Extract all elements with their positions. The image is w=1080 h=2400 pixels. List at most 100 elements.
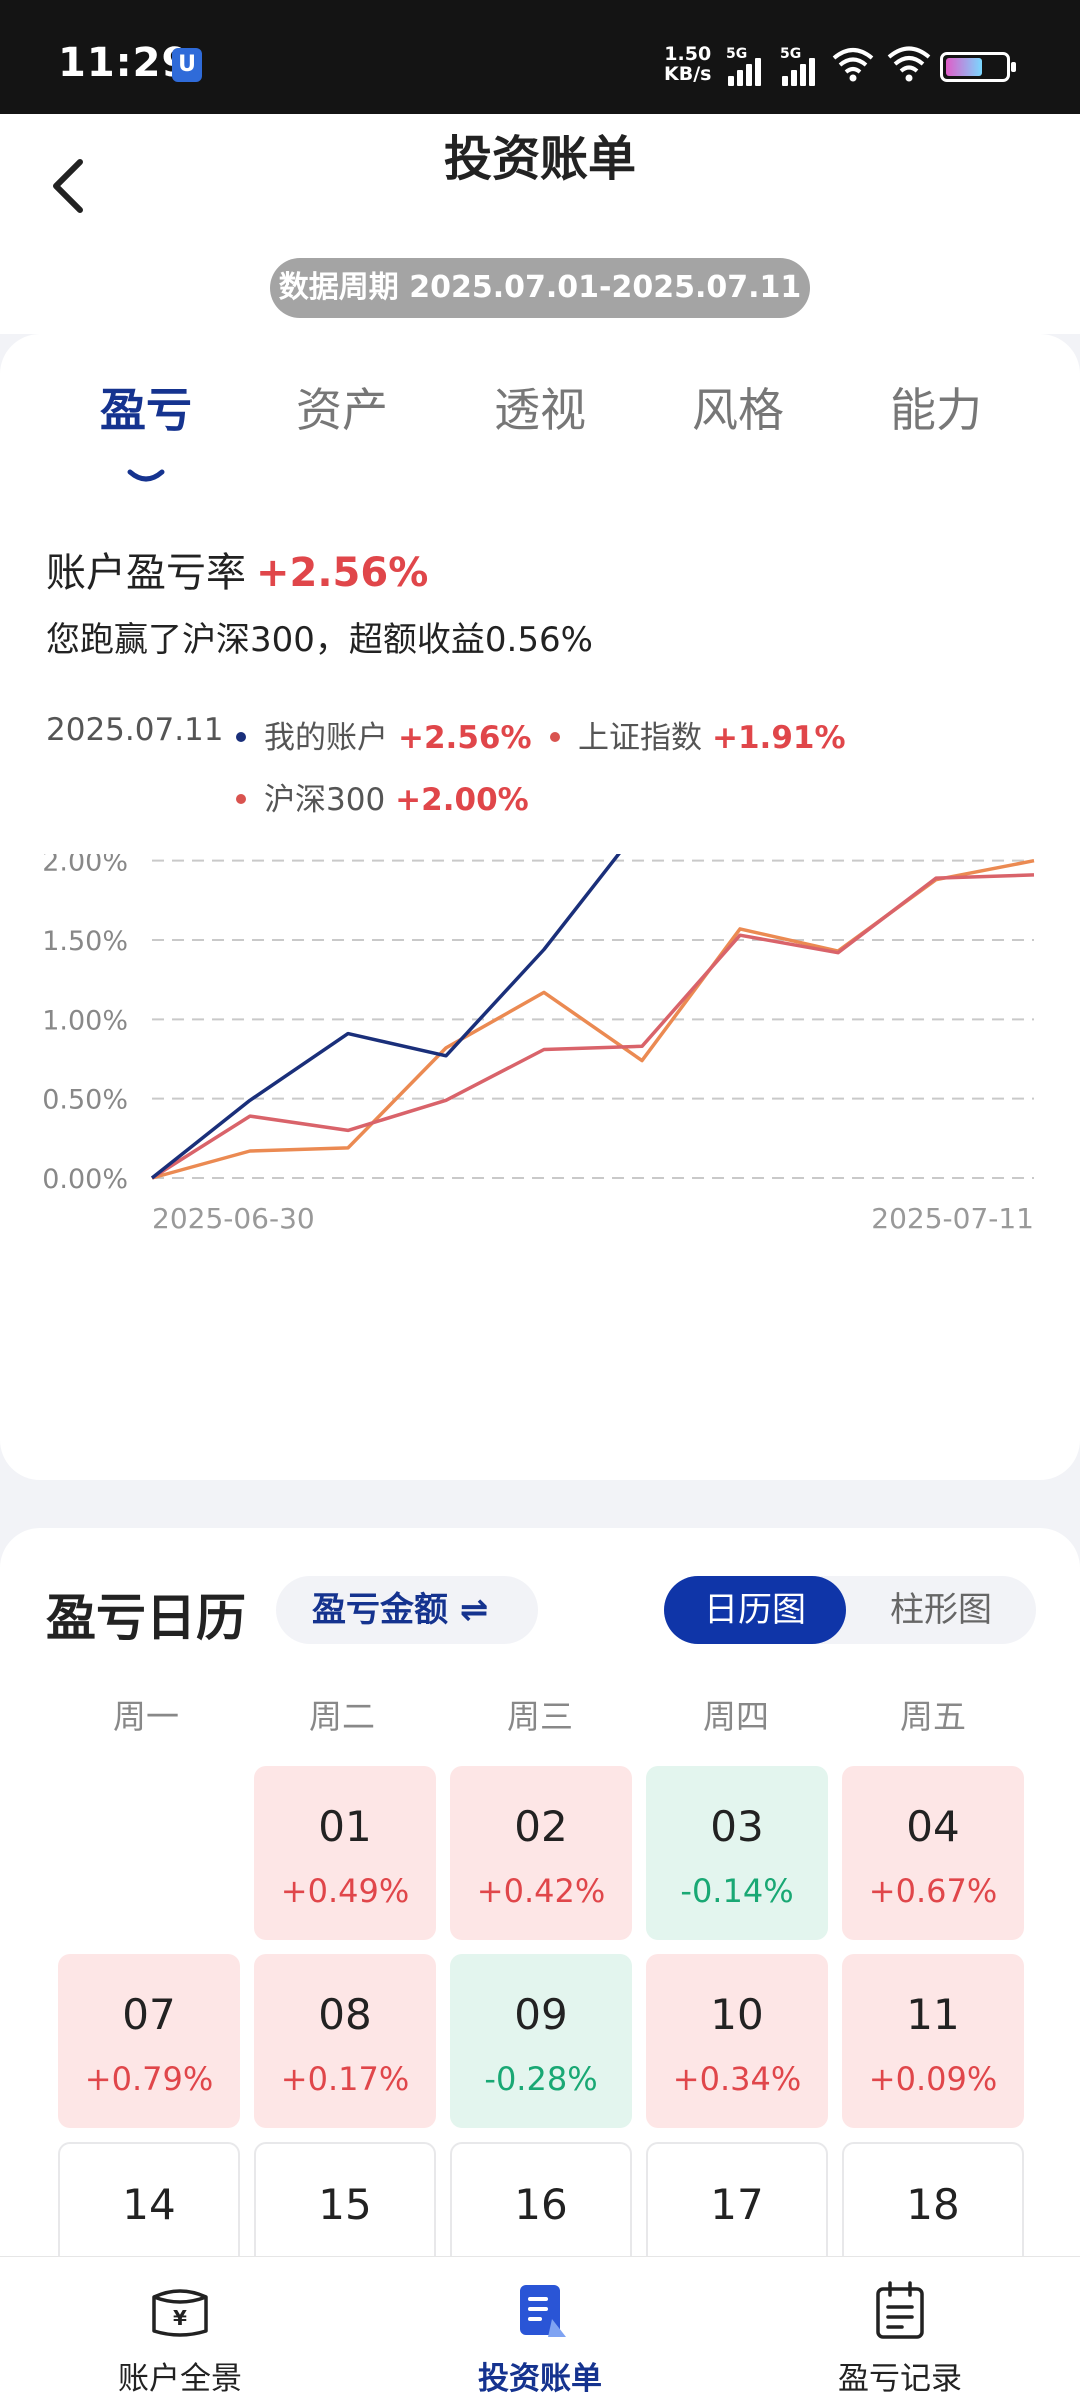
calendar-day-number: 15: [318, 2180, 372, 2229]
weekday-label: 周一: [113, 1697, 179, 1736]
calendar-title: 盈亏日历: [46, 1589, 246, 1647]
legend-value: +2.00%: [395, 782, 529, 818]
sim2-signal-icon: 5G: [780, 46, 826, 86]
calendar-day-number: 16: [514, 2180, 568, 2229]
nav-profit-record[interactable]: 盈亏记录: [750, 2257, 1050, 2400]
legend-value: +2.56%: [398, 720, 532, 756]
profit-rate-value: +2.56%: [256, 550, 429, 596]
profit-rate: 账户盈亏率 +2.56%: [46, 540, 428, 598]
calendar-day-number: 18: [906, 2180, 960, 2229]
nav-label: 投资账单: [478, 2361, 602, 2397]
calendar-day-number: 09: [514, 1990, 568, 2039]
view-calendar-button[interactable]: 日历图: [664, 1576, 846, 1644]
y-tick-label: 1.50%: [42, 926, 128, 957]
y-tick-label: 0.50%: [42, 1085, 128, 1116]
weekday-label: 周二: [309, 1697, 375, 1736]
legend-name: 我的账户: [264, 720, 388, 756]
weekday-label: 周五: [900, 1697, 966, 1736]
status-bar: 11:29 U 1.50 KB/s 5G 5G: [0, 0, 1080, 114]
nav-account-overview[interactable]: ¥ 账户全景: [30, 2257, 330, 2400]
tab-perspective[interactable]: 透视: [494, 383, 586, 437]
calendar-day-cell[interactable]: 11 +0.09%: [842, 1954, 1024, 2128]
calendar-day-number: 11: [906, 1990, 960, 2039]
back-arrow-icon[interactable]: [46, 150, 92, 220]
x-tick-label: 2025-07-11: [871, 1202, 1034, 1235]
profit-rate-label: 账户盈亏率: [46, 550, 246, 596]
calendar-day-cell[interactable]: 07 +0.79%: [58, 1954, 240, 2128]
nav-investment-bill[interactable]: 投资账单: [390, 2257, 690, 2400]
legend-dot-icon: [236, 793, 246, 804]
tab-ability[interactable]: 能力: [890, 383, 982, 437]
network-speed-unit: KB/s: [664, 63, 712, 85]
y-tick-label: 0.00%: [42, 1164, 128, 1195]
calendar-day-number: 01: [318, 1802, 372, 1851]
calendar-day-return: +0.79%: [84, 2060, 214, 2098]
battery-icon: [940, 52, 1016, 82]
metric-toggle-button[interactable]: 盈亏金额 ⇌: [276, 1576, 538, 1644]
calendar-day-return: +0.09%: [868, 2060, 998, 2098]
legend-dot-icon: [236, 731, 246, 742]
tab-profit[interactable]: 盈亏: [100, 383, 192, 437]
tab-bar: 盈亏 资产 透视 风格 能力: [0, 374, 1080, 482]
legend-csi300: 沪深300 +2.00%: [236, 774, 529, 819]
calendar-day-number: 03: [710, 1802, 764, 1851]
legend-dot-icon: [550, 731, 560, 742]
calendar-day-cell[interactable]: 04 +0.67%: [842, 1766, 1024, 1940]
calendar-day-cell[interactable]: 01 +0.49%: [254, 1766, 436, 1940]
calendar-day-cell[interactable]: 08 +0.17%: [254, 1954, 436, 2128]
svg-text:¥: ¥: [173, 2306, 187, 2330]
sim1-signal-icon: 5G: [726, 46, 772, 86]
data-period-badge: 数据周期 2025.07.01-2025.07.11: [270, 258, 810, 318]
benchmark-summary: 您跑赢了沪深300，超额收益0.56%: [46, 620, 593, 660]
profit-calendar-card: 盈亏日历 盈亏金额 ⇌ 日历图 柱形图 周一 周二 周三 周四 周五 01 +0.…: [0, 1528, 1080, 2400]
calendar-day-number: 14: [122, 2180, 176, 2229]
legend-date: 2025.07.11: [46, 712, 224, 748]
calendar-day-number: 10: [710, 1990, 764, 2039]
calendar-day-cell[interactable]: 10 +0.34%: [646, 1954, 828, 2128]
calendar-day-number: 02: [514, 1802, 568, 1851]
tab-style[interactable]: 风格: [692, 383, 784, 437]
page-header: 投资账单 数据周期 2025.07.01-2025.07.11: [0, 114, 1080, 334]
calendar-day-number: 17: [710, 2180, 764, 2229]
calendar-day-return: +0.34%: [672, 2060, 802, 2098]
nav-label: 账户全景: [118, 2361, 242, 2397]
calendar-record-icon: [876, 2281, 924, 2339]
legend-name: 上证指数: [578, 720, 702, 756]
weekday-label: 周四: [703, 1697, 769, 1736]
series-line-0: [150, 854, 621, 1180]
calendar-day-number: 08: [318, 1990, 372, 2039]
legend-name: 沪深300: [264, 782, 386, 818]
calendar-day-return: -0.14%: [680, 1872, 794, 1910]
weekday-label: 周三: [507, 1697, 573, 1736]
tab-assets[interactable]: 资产: [296, 383, 388, 437]
network-speed-value: 1.50: [664, 43, 712, 65]
calendar-day-return: +0.17%: [280, 2060, 410, 2098]
nav-label: 盈亏记录: [838, 2361, 962, 2397]
profit-line-chart: 0.00%0.50%1.00%1.50%2.00%2.50%3.00%2025-…: [42, 854, 1035, 1235]
calendar-day-number: 04: [906, 1802, 960, 1851]
profit-card: 盈亏 资产 透视 风格 能力 账户盈亏率 +2.56% 您跑赢了沪深300，超额收…: [0, 334, 1080, 1480]
notification-app-icon: U: [172, 48, 202, 82]
active-tab-indicator: [127, 469, 165, 482]
legend-my-account: 我的账户 +2.56%: [236, 712, 532, 757]
view-bar-chart-button[interactable]: 柱形图: [890, 1590, 992, 1630]
y-tick-label: 1.00%: [42, 1005, 128, 1036]
calendar-day-return: -0.28%: [484, 2060, 598, 2098]
calendar-day-return: +0.49%: [280, 1872, 410, 1910]
wifi-icon: [887, 46, 931, 82]
page-title: 投资账单: [443, 131, 636, 187]
calendar-day-return: +0.67%: [868, 1872, 998, 1910]
calendar-day-return: +0.42%: [476, 1872, 606, 1910]
wallet-yen-icon: ¥: [152, 2289, 208, 2337]
calendar-day-cell[interactable]: 03 -0.14%: [646, 1766, 828, 1940]
sim1-label: 5G: [726, 46, 748, 62]
network-speed: 1.50 KB/s: [664, 44, 711, 84]
calendar-day-cell[interactable]: 09 -0.28%: [450, 1954, 632, 2128]
calendar-day-cell[interactable]: 02 +0.42%: [450, 1766, 632, 1940]
bottom-navigation: ¥ 账户全景 投资账单 盈亏记录: [0, 2256, 1080, 2400]
series-line-1: [151, 873, 1035, 1180]
x-tick-label: 2025-06-30: [152, 1202, 315, 1235]
status-time: 11:29: [58, 40, 191, 86]
bill-document-icon: [520, 2285, 566, 2337]
legend-sse-index: 上证指数 +1.91%: [550, 712, 846, 757]
